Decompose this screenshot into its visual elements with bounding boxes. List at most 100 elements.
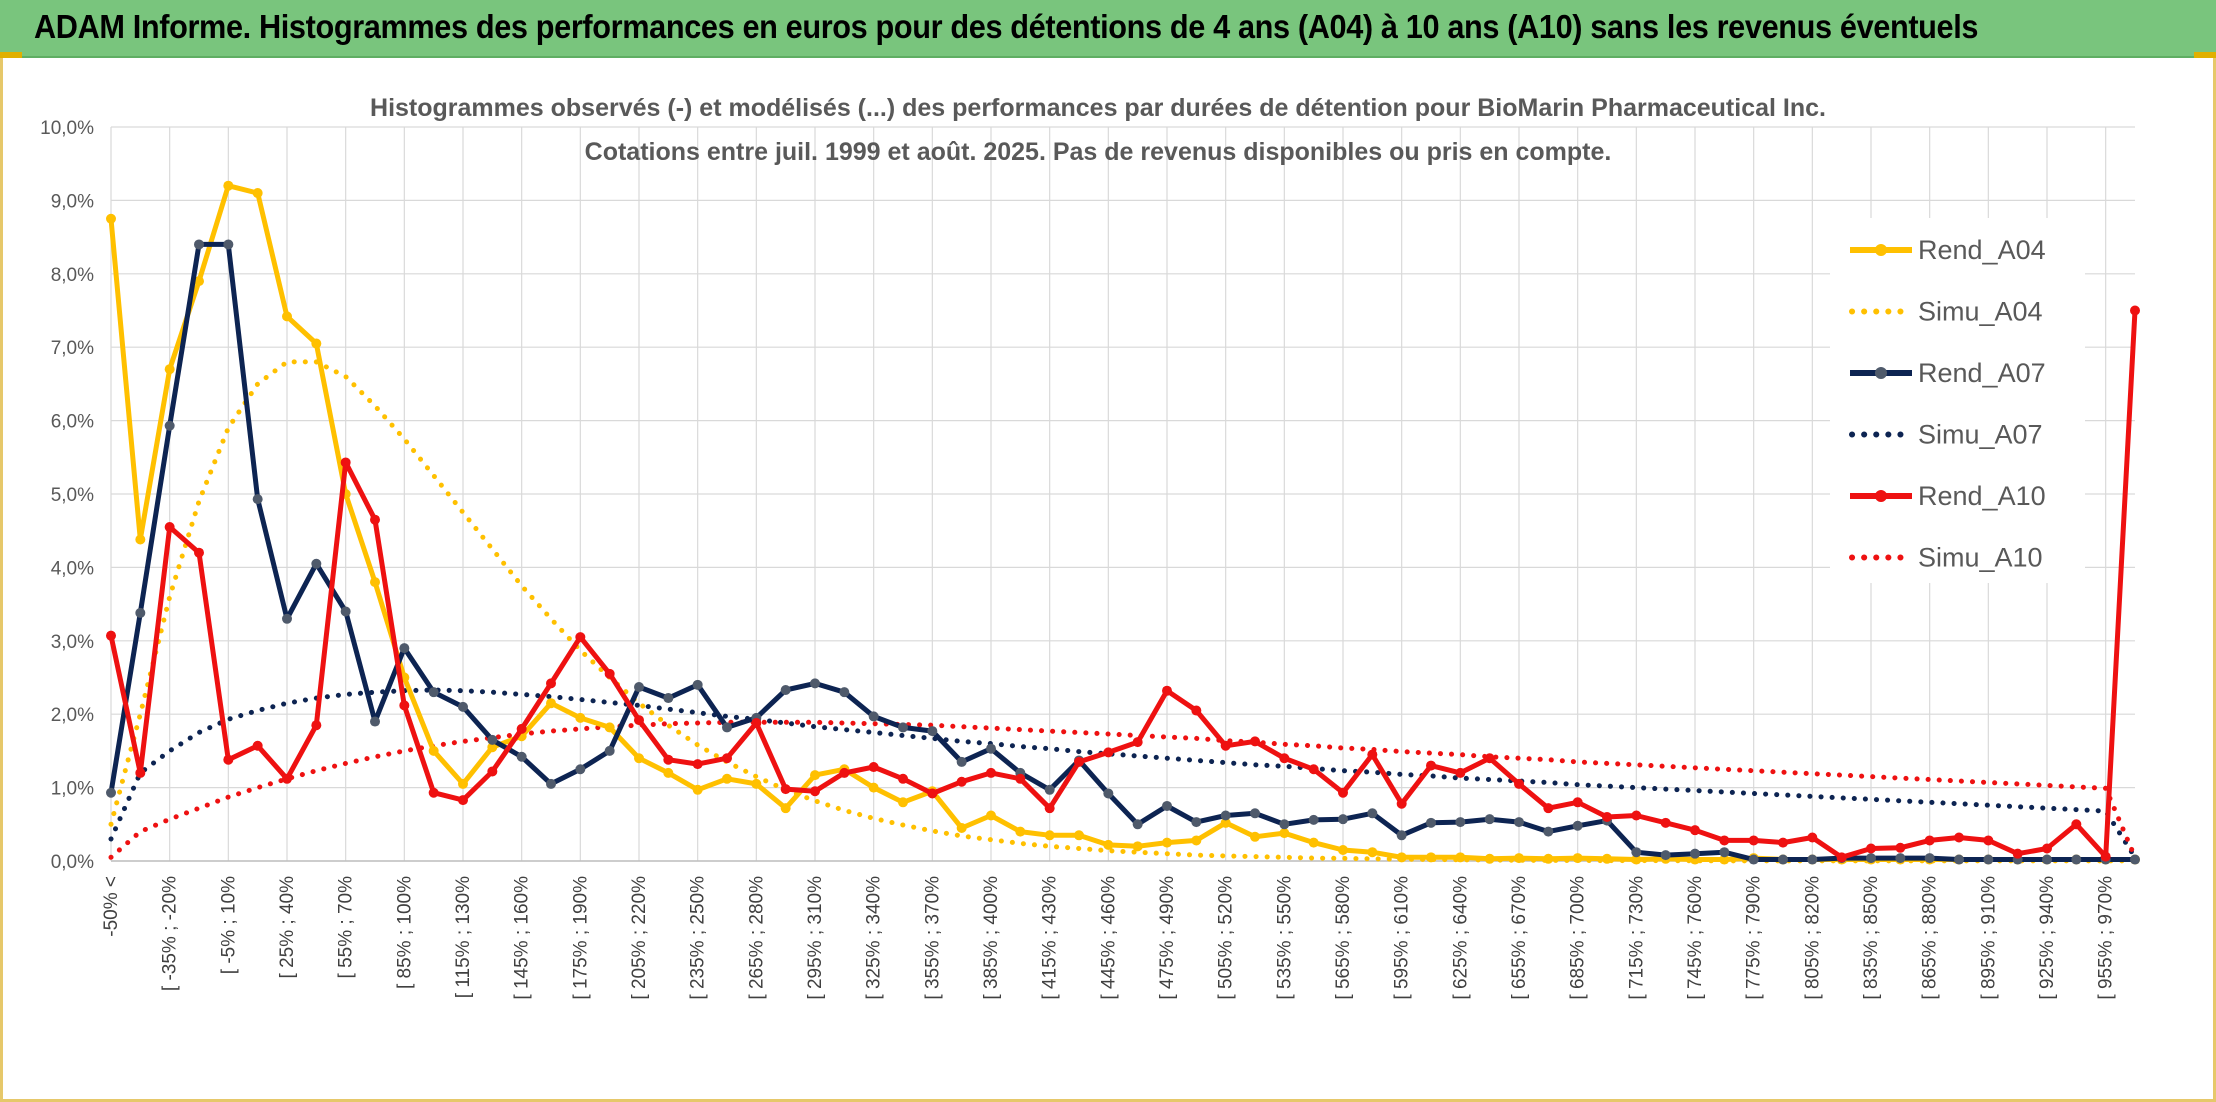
header-bar: ADAM Informe. Histogrammes des performan…: [0, 0, 2216, 58]
data-point: [252, 188, 263, 199]
y-tick-label: 4,0%: [51, 558, 94, 579]
legend-marker: [1875, 367, 1887, 379]
data-point: [1572, 853, 1583, 864]
data-point: [1367, 847, 1378, 858]
data-point: [634, 682, 644, 693]
data-point: [1103, 839, 1114, 850]
x-tick-label: [ 115% ; 130%: [453, 876, 474, 998]
data-point: [1103, 788, 1114, 799]
x-tick-label: [ 355% ; 370%: [922, 876, 943, 1000]
y-tick-label: 7,0%: [51, 338, 94, 359]
data-point: [810, 770, 820, 781]
data-point: [164, 522, 175, 533]
data-point: [1778, 837, 1788, 848]
data-point: [282, 613, 292, 624]
x-tick-label: [ 235% ; 250%: [688, 876, 709, 1000]
data-point: [898, 773, 908, 784]
data-point: [1132, 737, 1143, 748]
x-tick-label: [ 505% ; 520%: [1216, 876, 1237, 1000]
data-point: [1543, 803, 1554, 814]
y-tick-label: 10,0%: [40, 118, 94, 139]
data-point: [927, 726, 938, 737]
data-point: [751, 778, 762, 789]
data-point: [1719, 847, 1730, 858]
data-point: [839, 767, 850, 778]
data-point: [575, 712, 586, 723]
data-point: [810, 678, 820, 689]
data-point: [2012, 848, 2023, 859]
data-point: [1396, 830, 1407, 841]
legend-label: Rend_A04: [1918, 235, 2046, 265]
data-point: [1426, 852, 1436, 863]
data-point: [780, 784, 791, 795]
data-point: [1602, 811, 1612, 822]
legend-item: Rend_A10: [1850, 481, 2046, 511]
data-point: [1895, 842, 1906, 853]
data-point: [2100, 851, 2111, 862]
data-point: [1543, 826, 1554, 837]
series-layer: [106, 180, 2140, 865]
y-axis: 0,0% 1,0% 2,0% 3,0% 4,0% 5,0% 6,0% 7,0% 8,0% 9,0%…: [40, 118, 94, 873]
data-point: [692, 759, 703, 770]
data-point: [252, 740, 263, 751]
data-point: [1367, 808, 1378, 819]
data-point: [663, 754, 674, 765]
x-tick-label: [ 325% ; 340%: [864, 876, 885, 1000]
data-point: [956, 756, 967, 767]
series-line: [108, 310, 2138, 860]
x-tick-label: [ 715% ; 730%: [1626, 876, 1647, 1000]
data-point: [135, 767, 146, 778]
y-tick-label: 8,0%: [51, 265, 94, 286]
series-Rend_A10: [106, 305, 2140, 863]
x-tick-label: [ 955% ; 970%: [2096, 876, 2117, 1000]
x-tick-label: [ 205% ; 220%: [629, 876, 650, 1000]
y-tick-label: 6,0%: [51, 412, 94, 433]
header-title: ADAM Informe. Histogrammes des performan…: [34, 8, 1979, 45]
x-tick-label: [ 295% ; 310%: [805, 876, 826, 1000]
legend-background: [1830, 218, 2085, 583]
data-point: [1191, 835, 1202, 846]
data-point: [1719, 835, 1730, 846]
data-point: [2130, 305, 2140, 316]
x-tick-label: [ 25% ; 40%: [277, 876, 298, 979]
series-Rend_A07: [106, 239, 2140, 865]
data-point: [194, 239, 204, 250]
frame-right: [2213, 58, 2216, 1102]
data-point: [839, 687, 850, 698]
data-point: [1954, 832, 1964, 843]
data-point: [1162, 685, 1172, 696]
data-point: [546, 698, 556, 709]
data-point: [1338, 814, 1348, 825]
x-tick-label: [ 145% ; 160%: [512, 876, 533, 1000]
data-point: [2042, 843, 2052, 854]
data-point: [311, 558, 322, 569]
data-point: [1250, 808, 1260, 819]
data-point: [1602, 853, 1612, 864]
data-point: [1660, 850, 1671, 861]
data-point: [1044, 803, 1055, 814]
data-point: [1455, 817, 1466, 828]
data-point: [1220, 810, 1231, 821]
x-tick-label: [ 805% ; 820%: [1802, 876, 1823, 1000]
data-point: [458, 701, 468, 712]
data-point: [1543, 853, 1554, 864]
data-point: [282, 773, 292, 784]
data-point: [1220, 817, 1231, 828]
series-line: [108, 687, 2138, 860]
data-point: [135, 607, 146, 618]
data-point: [663, 693, 674, 704]
data-point: [751, 718, 762, 729]
data-point: [1866, 843, 1876, 854]
x-tick-label: [ -35% ; -20%: [160, 876, 181, 991]
x-tick-label: [ 925% ; 940%: [2037, 876, 2058, 1000]
data-point: [106, 630, 116, 641]
data-point: [194, 547, 204, 558]
data-point: [1983, 835, 1994, 846]
data-point: [370, 577, 380, 588]
data-point: [1983, 854, 1994, 865]
data-point: [1279, 753, 1290, 764]
legend-item: Simu_A10: [1849, 543, 2043, 573]
data-point: [1044, 830, 1055, 841]
data-point: [194, 276, 204, 287]
data-point: [1514, 778, 1524, 789]
